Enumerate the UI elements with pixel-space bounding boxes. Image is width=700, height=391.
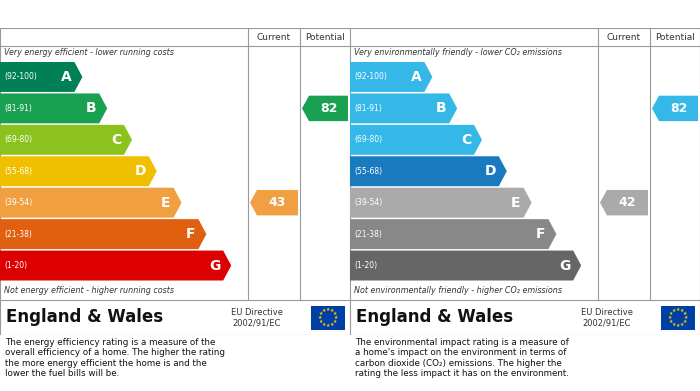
Text: E: E bbox=[161, 196, 171, 210]
FancyBboxPatch shape bbox=[311, 305, 345, 330]
Text: The environmental impact rating is a measure of
a home's impact on the environme: The environmental impact rating is a mea… bbox=[355, 338, 569, 378]
Text: ★: ★ bbox=[326, 323, 330, 328]
Text: (21-38): (21-38) bbox=[354, 230, 382, 239]
Polygon shape bbox=[0, 188, 181, 218]
Text: (92-100): (92-100) bbox=[354, 72, 387, 81]
Polygon shape bbox=[0, 156, 157, 186]
Text: G: G bbox=[559, 258, 570, 273]
FancyBboxPatch shape bbox=[661, 305, 695, 330]
Text: England & Wales: England & Wales bbox=[6, 308, 163, 326]
Text: ★: ★ bbox=[669, 311, 673, 316]
Text: ★: ★ bbox=[319, 311, 323, 316]
Text: C: C bbox=[461, 133, 471, 147]
Text: 43: 43 bbox=[269, 196, 286, 209]
Text: ★: ★ bbox=[680, 322, 684, 326]
Polygon shape bbox=[652, 96, 698, 121]
Polygon shape bbox=[0, 62, 83, 92]
Text: ★: ★ bbox=[332, 319, 337, 324]
Polygon shape bbox=[350, 125, 482, 155]
Polygon shape bbox=[350, 93, 457, 123]
Text: Potential: Potential bbox=[655, 32, 695, 41]
Text: (69-80): (69-80) bbox=[4, 135, 32, 144]
Text: ★: ★ bbox=[333, 315, 338, 320]
Polygon shape bbox=[250, 190, 298, 215]
Text: ★: ★ bbox=[672, 308, 676, 313]
Text: G: G bbox=[209, 258, 220, 273]
Text: (55-68): (55-68) bbox=[354, 167, 382, 176]
Text: (92-100): (92-100) bbox=[4, 72, 37, 81]
Text: A: A bbox=[61, 70, 71, 84]
Text: F: F bbox=[536, 227, 545, 241]
Text: D: D bbox=[484, 164, 496, 178]
Text: ★: ★ bbox=[332, 311, 337, 316]
Text: Current: Current bbox=[607, 32, 641, 41]
Text: ★: ★ bbox=[322, 308, 326, 313]
Text: D: D bbox=[134, 164, 146, 178]
Text: ★: ★ bbox=[326, 307, 330, 312]
Text: The energy efficiency rating is a measure of the
overall efficiency of a home. T: The energy efficiency rating is a measur… bbox=[5, 338, 225, 378]
Text: ★: ★ bbox=[682, 319, 687, 324]
Text: (1-20): (1-20) bbox=[354, 261, 377, 270]
Polygon shape bbox=[350, 62, 433, 92]
Text: Very environmentally friendly - lower CO₂ emissions: Very environmentally friendly - lower CO… bbox=[354, 48, 562, 57]
Text: E: E bbox=[511, 196, 521, 210]
Text: (81-91): (81-91) bbox=[4, 104, 32, 113]
Text: (39-54): (39-54) bbox=[354, 198, 382, 207]
Text: A: A bbox=[411, 70, 421, 84]
Polygon shape bbox=[350, 219, 556, 249]
Text: ★: ★ bbox=[322, 322, 326, 326]
Polygon shape bbox=[0, 251, 231, 280]
Text: 82: 82 bbox=[670, 102, 687, 115]
Text: C: C bbox=[111, 133, 121, 147]
Text: ★: ★ bbox=[319, 319, 323, 324]
Text: (39-54): (39-54) bbox=[4, 198, 32, 207]
Text: (1-20): (1-20) bbox=[4, 261, 27, 270]
Text: England & Wales: England & Wales bbox=[356, 308, 513, 326]
Text: Current: Current bbox=[257, 32, 291, 41]
Polygon shape bbox=[0, 219, 206, 249]
Text: EU Directive
2002/91/EC: EU Directive 2002/91/EC bbox=[581, 308, 633, 327]
Polygon shape bbox=[302, 96, 348, 121]
Text: ★: ★ bbox=[682, 311, 687, 316]
Text: 42: 42 bbox=[619, 196, 636, 209]
Text: F: F bbox=[186, 227, 195, 241]
Text: EU Directive
2002/91/EC: EU Directive 2002/91/EC bbox=[231, 308, 283, 327]
Text: ★: ★ bbox=[672, 322, 676, 326]
Text: Not energy efficient - higher running costs: Not energy efficient - higher running co… bbox=[4, 286, 174, 295]
Text: ★: ★ bbox=[680, 308, 684, 313]
Polygon shape bbox=[0, 93, 107, 123]
Text: ★: ★ bbox=[676, 323, 680, 328]
Polygon shape bbox=[600, 190, 648, 215]
Text: ★: ★ bbox=[330, 308, 334, 313]
Polygon shape bbox=[350, 156, 507, 186]
Text: ★: ★ bbox=[669, 319, 673, 324]
Text: (81-91): (81-91) bbox=[354, 104, 382, 113]
Text: Environmental Impact (CO₂) Rating: Environmental Impact (CO₂) Rating bbox=[356, 7, 618, 20]
Text: (55-68): (55-68) bbox=[4, 167, 32, 176]
Text: ★: ★ bbox=[668, 315, 673, 320]
Text: (69-80): (69-80) bbox=[354, 135, 382, 144]
Text: ★: ★ bbox=[683, 315, 688, 320]
Text: ★: ★ bbox=[318, 315, 323, 320]
Polygon shape bbox=[350, 188, 531, 218]
Text: 82: 82 bbox=[320, 102, 337, 115]
Text: Energy Efficiency Rating: Energy Efficiency Rating bbox=[6, 7, 190, 20]
Text: (21-38): (21-38) bbox=[4, 230, 32, 239]
Text: ★: ★ bbox=[330, 322, 334, 326]
Text: Very energy efficient - lower running costs: Very energy efficient - lower running co… bbox=[4, 48, 174, 57]
Polygon shape bbox=[0, 125, 132, 155]
Text: Not environmentally friendly - higher CO₂ emissions: Not environmentally friendly - higher CO… bbox=[354, 286, 562, 295]
Text: ★: ★ bbox=[676, 307, 680, 312]
Text: B: B bbox=[435, 101, 446, 115]
Text: Potential: Potential bbox=[305, 32, 345, 41]
Text: B: B bbox=[85, 101, 96, 115]
Polygon shape bbox=[350, 251, 581, 280]
